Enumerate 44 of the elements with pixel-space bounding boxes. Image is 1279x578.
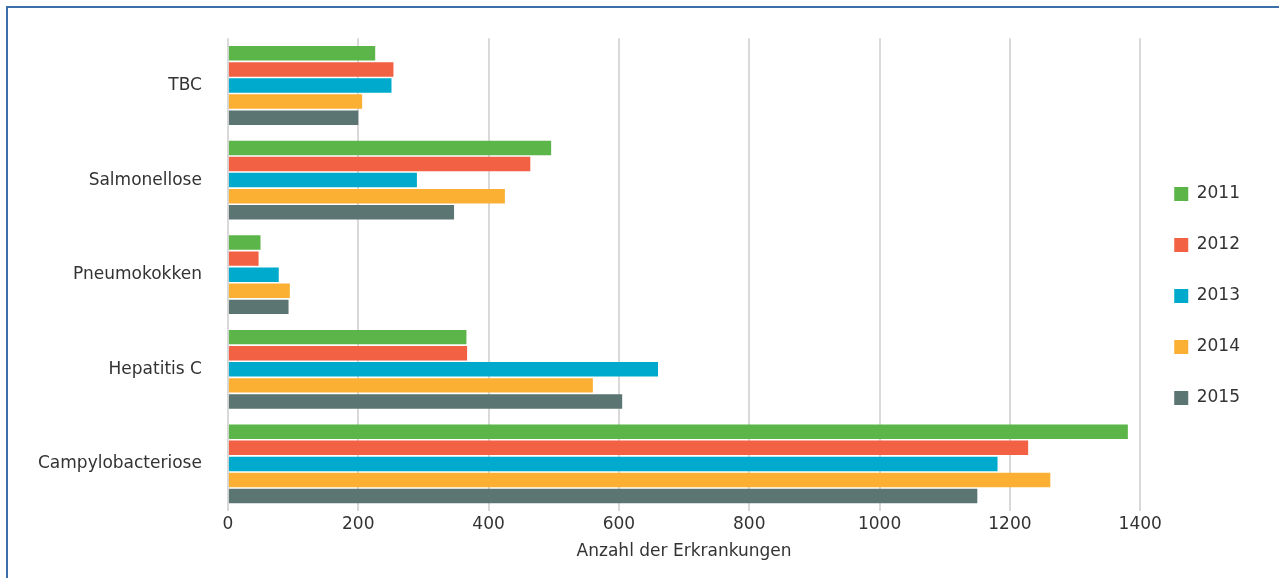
bar: [228, 46, 376, 61]
x-tick-label: 1000: [857, 512, 902, 533]
x-tick-label: 800: [733, 512, 766, 533]
legend-label: 2014: [1196, 335, 1240, 356]
legend-label: 2011: [1196, 182, 1240, 203]
bar: [228, 110, 359, 125]
bar: [228, 188, 505, 204]
bar: [228, 456, 998, 472]
x-tick-label: 600: [602, 512, 636, 533]
x-tick-label: 1200: [988, 512, 1032, 533]
y-tick-label: Pneumokokken: [73, 263, 202, 284]
bar: [228, 329, 467, 345]
bar: [228, 156, 531, 172]
legend-label: 2012: [1196, 233, 1240, 254]
bar: [228, 283, 290, 299]
x-tick-label: 200: [342, 512, 375, 533]
bar: [228, 488, 978, 504]
bar: [228, 299, 289, 315]
bar: [228, 394, 623, 409]
bar: [228, 378, 593, 393]
x-tick-label: 1400: [1118, 512, 1162, 533]
x-axis-title: Anzahl der Erkrankungen: [576, 540, 792, 561]
bar: [228, 172, 417, 188]
x-tick-label: 0: [222, 512, 234, 533]
bar: [228, 267, 279, 282]
x-tick-label: 400: [472, 512, 505, 533]
bar: [228, 205, 455, 220]
y-tick-label: Hepatitis C: [108, 357, 202, 378]
legend-label: 2015: [1196, 386, 1240, 407]
bar: [228, 472, 1051, 488]
bar: [228, 440, 1029, 456]
bar: [228, 235, 261, 250]
bar: [228, 94, 363, 109]
y-tick-label: Salmonellose: [88, 168, 202, 189]
bar: [228, 362, 659, 377]
bar: [228, 424, 1128, 439]
y-tick-label: Campylobacteriose: [37, 452, 202, 473]
bar: [228, 345, 468, 361]
legend-label: 2013: [1196, 284, 1240, 305]
bar: [228, 78, 392, 93]
bar: [228, 140, 552, 156]
bar: [228, 251, 259, 266]
bar: [228, 62, 394, 77]
y-tick-label: TBC: [167, 73, 202, 94]
